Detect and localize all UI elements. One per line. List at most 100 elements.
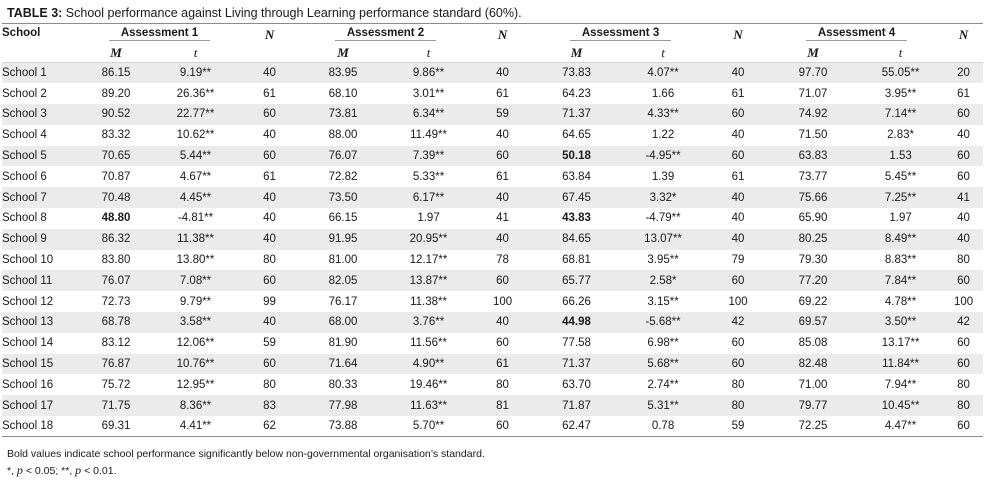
school-name: School 4 [2, 124, 80, 146]
t-value-cell: -5.68** [619, 312, 708, 333]
school-name: School 6 [2, 166, 80, 188]
mean-cell: 73.88 [300, 416, 387, 437]
n-cell: 60 [707, 104, 770, 125]
t-value-cell: 4.47** [857, 416, 945, 437]
t-value-cell: 3.58** [152, 312, 240, 333]
t-value-cell: 10.76** [152, 353, 240, 375]
n-cell: 60 [239, 145, 301, 167]
t-value-cell: 7.94** [857, 374, 945, 396]
n-cell: 61 [471, 353, 535, 375]
t-value-cell: 12.17** [386, 249, 472, 271]
header-assessment-4: Assessment 4 [769, 24, 944, 45]
n-cell: 60 [707, 332, 770, 354]
t-value-cell: 5.68** [619, 353, 708, 375]
school-name: School 1 [2, 62, 80, 84]
school-name: School 2 [2, 83, 80, 105]
t-value-cell: 9.86** [386, 62, 472, 84]
n-cell: 40 [239, 187, 301, 209]
n-cell: 80 [239, 374, 301, 396]
mean-cell: 82.05 [300, 270, 387, 292]
table-row: School 3 90.52 22.77** 60 73.81 6.34** 59 71.37… [2, 104, 984, 125]
t-value-cell: 3.95** [619, 249, 708, 271]
mean-cell: 79.77 [769, 395, 858, 417]
n-cell: 60 [707, 270, 770, 292]
header-m-4: M [807, 45, 819, 60]
mean-cell: 48.80 [80, 208, 152, 229]
n-cell: 80 [707, 395, 770, 417]
mean-cell: 69.57 [769, 312, 858, 333]
n-cell: 60 [707, 145, 770, 167]
n-cell: 40 [239, 208, 301, 229]
school-name: School 9 [2, 228, 80, 250]
mean-cell: 70.48 [80, 187, 152, 209]
mean-cell: 76.87 [80, 353, 152, 375]
performance-table: School Assessment 1 N Assessment 2 N Ass… [2, 23, 984, 437]
mean-cell: 68.10 [300, 83, 387, 105]
n-cell: 59 [471, 104, 535, 125]
n-cell: 40 [944, 124, 984, 146]
n-cell: 60 [944, 270, 984, 292]
t-value-cell: 11.38** [152, 228, 240, 250]
t-value-cell: 7.84** [857, 270, 945, 292]
t-value-cell: 10.45** [857, 395, 945, 417]
t-value-cell: 7.25** [857, 187, 945, 209]
t-value-cell: 6.98** [619, 332, 708, 354]
mean-cell: 71.07 [769, 83, 858, 105]
n-cell: 80 [707, 374, 770, 396]
mean-cell: 71.37 [534, 353, 620, 375]
footnote-bold: Bold values indicate school performance … [7, 448, 485, 460]
mean-cell: 85.08 [769, 332, 858, 354]
t-value-cell: 1.53 [857, 145, 945, 167]
t-value-cell: 11.56** [386, 332, 472, 354]
school-name: School 10 [2, 249, 80, 271]
table-body: School 1 86.15 9.19** 40 83.95 9.86** 40 73.83 4… [2, 62, 984, 437]
header-t-2: t [426, 45, 431, 60]
t-value-cell: 5.70** [386, 416, 472, 437]
t-value-cell: 0.78 [619, 416, 708, 437]
n-cell: 60 [944, 104, 984, 125]
n-cell: 40 [944, 208, 984, 229]
t-value-cell: -4.79** [619, 208, 708, 229]
table-row: School 9 86.32 11.38** 40 91.95 20.95** 40 84.6… [2, 228, 984, 250]
mean-cell: 70.65 [80, 145, 152, 167]
t-value-cell: 11.84** [857, 353, 945, 375]
t-value-cell: 9.79** [152, 291, 240, 313]
school-name: School 7 [2, 187, 80, 209]
mean-cell: 65.77 [534, 270, 620, 292]
t-value-cell: 4.67** [152, 166, 240, 188]
mean-cell: 50.18 [534, 145, 620, 167]
school-name: School 3 [2, 104, 80, 125]
table-caption: TABLE 3: School performance against Livi… [7, 5, 522, 21]
mean-cell: 88.00 [300, 124, 387, 146]
table-row: School 18 69.31 4.41** 62 73.88 5.70** 60 62.47… [2, 416, 984, 437]
t-value-cell: 12.95** [152, 374, 240, 396]
t-value-cell: 1.97 [857, 208, 945, 229]
t-value-cell: 9.19** [152, 62, 240, 84]
mean-cell: 83.80 [80, 249, 152, 271]
mean-cell: 64.23 [534, 83, 620, 105]
t-value-cell: 4.33** [619, 104, 708, 125]
n-cell: 40 [239, 124, 301, 146]
n-cell: 61 [239, 166, 301, 188]
header-t-4: t [898, 45, 903, 60]
mean-cell: 80.33 [300, 374, 387, 396]
n-cell: 42 [944, 312, 984, 333]
t-value-cell: 55.05** [857, 62, 945, 84]
n-cell: 40 [707, 187, 770, 209]
header-assessment-2: Assessment 2 [300, 24, 471, 45]
mean-cell: 84.65 [534, 228, 620, 250]
n-cell: 61 [707, 166, 770, 188]
header-t-3: t [661, 45, 665, 60]
t-value-cell: 7.08** [152, 270, 240, 292]
n-cell: 40 [239, 312, 301, 333]
t-value-cell: 3.50** [857, 312, 945, 333]
n-cell: 40 [944, 228, 984, 250]
mean-cell: 83.32 [80, 124, 152, 146]
mean-cell: 80.25 [769, 228, 858, 250]
school-name: School 8 [2, 208, 80, 229]
header-assessment-3: Assessment 3 [534, 24, 707, 45]
t-value-cell: 4.45** [152, 187, 240, 209]
t-value-cell: 8.36** [152, 395, 240, 417]
header-m-1: M [110, 45, 122, 60]
mean-cell: 77.58 [534, 332, 620, 354]
